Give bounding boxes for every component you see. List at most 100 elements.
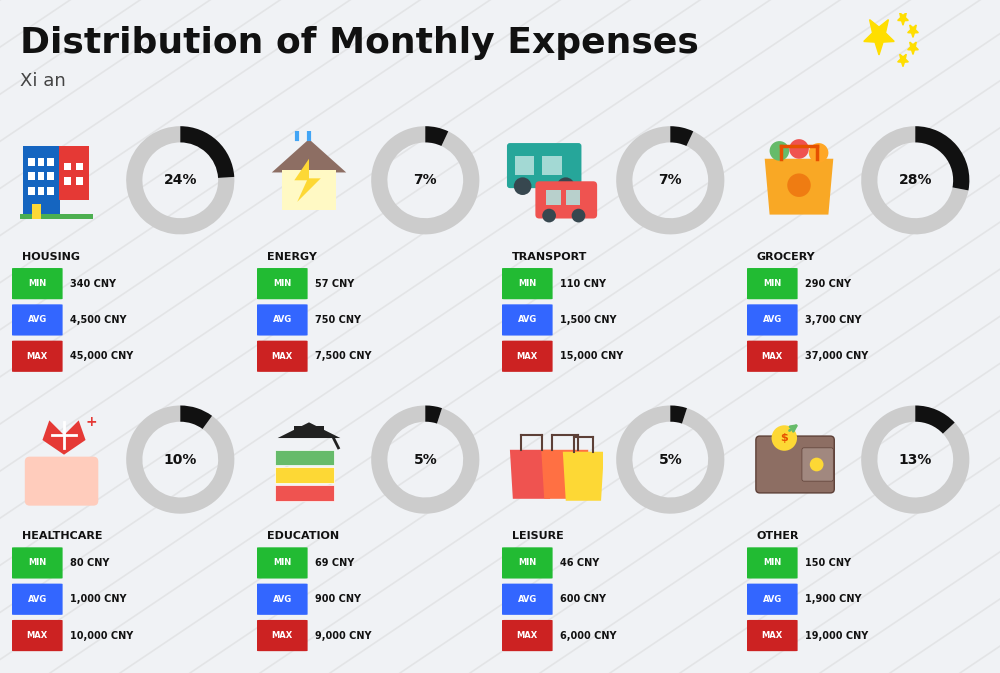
- Text: HOUSING: HOUSING: [22, 252, 80, 262]
- FancyBboxPatch shape: [502, 547, 553, 579]
- Text: MIN: MIN: [273, 279, 291, 288]
- FancyBboxPatch shape: [47, 157, 54, 166]
- FancyBboxPatch shape: [12, 341, 63, 372]
- Text: MIN: MIN: [28, 559, 46, 567]
- Wedge shape: [371, 127, 479, 234]
- Text: 57 CNY: 57 CNY: [315, 279, 354, 289]
- Circle shape: [772, 425, 797, 451]
- FancyBboxPatch shape: [535, 181, 597, 219]
- FancyBboxPatch shape: [257, 268, 308, 299]
- FancyBboxPatch shape: [502, 341, 553, 372]
- Polygon shape: [541, 450, 588, 499]
- Text: Distribution of Monthly Expenses: Distribution of Monthly Expenses: [20, 26, 699, 60]
- FancyBboxPatch shape: [502, 583, 553, 615]
- FancyBboxPatch shape: [28, 172, 35, 180]
- Text: MAX: MAX: [272, 352, 293, 361]
- Text: 150 CNY: 150 CNY: [805, 558, 851, 568]
- Text: 600 CNY: 600 CNY: [560, 594, 606, 604]
- Text: LEISURE: LEISURE: [512, 532, 563, 541]
- FancyBboxPatch shape: [38, 172, 44, 180]
- Polygon shape: [765, 159, 833, 215]
- Polygon shape: [272, 139, 346, 172]
- FancyBboxPatch shape: [23, 146, 60, 215]
- FancyBboxPatch shape: [257, 304, 308, 336]
- Circle shape: [514, 178, 531, 195]
- Wedge shape: [126, 127, 234, 234]
- Text: MIN: MIN: [518, 559, 536, 567]
- Wedge shape: [425, 406, 442, 423]
- FancyBboxPatch shape: [64, 163, 71, 170]
- Wedge shape: [180, 127, 234, 178]
- Wedge shape: [616, 127, 724, 234]
- Wedge shape: [915, 406, 955, 433]
- FancyBboxPatch shape: [507, 143, 581, 188]
- FancyBboxPatch shape: [38, 187, 44, 195]
- Circle shape: [542, 209, 556, 223]
- FancyBboxPatch shape: [76, 178, 83, 185]
- FancyBboxPatch shape: [64, 178, 71, 185]
- Text: 5%: 5%: [413, 452, 437, 466]
- Text: AVG: AVG: [518, 316, 537, 324]
- FancyBboxPatch shape: [12, 583, 63, 615]
- Polygon shape: [898, 13, 908, 25]
- FancyBboxPatch shape: [747, 583, 798, 615]
- Text: TRANSPORT: TRANSPORT: [512, 252, 587, 262]
- FancyBboxPatch shape: [38, 157, 44, 166]
- FancyBboxPatch shape: [756, 436, 834, 493]
- Polygon shape: [294, 159, 321, 202]
- FancyBboxPatch shape: [275, 485, 334, 501]
- Text: 4,500 CNY: 4,500 CNY: [70, 315, 126, 325]
- Polygon shape: [563, 452, 604, 501]
- Text: MIN: MIN: [28, 279, 46, 288]
- Text: 3,700 CNY: 3,700 CNY: [805, 315, 861, 325]
- Text: HEALTHCARE: HEALTHCARE: [22, 532, 102, 541]
- Text: $: $: [780, 433, 788, 443]
- Text: 7%: 7%: [413, 173, 437, 187]
- Polygon shape: [278, 423, 340, 438]
- Text: 1,000 CNY: 1,000 CNY: [70, 594, 126, 604]
- Text: 46 CNY: 46 CNY: [560, 558, 599, 568]
- Text: AVG: AVG: [28, 316, 47, 324]
- Text: AVG: AVG: [273, 595, 292, 604]
- FancyBboxPatch shape: [257, 547, 308, 579]
- Wedge shape: [861, 406, 969, 513]
- Text: 1,900 CNY: 1,900 CNY: [805, 594, 861, 604]
- Wedge shape: [616, 406, 724, 513]
- Text: MAX: MAX: [27, 352, 48, 361]
- Text: 290 CNY: 290 CNY: [805, 279, 851, 289]
- Text: MAX: MAX: [762, 631, 783, 640]
- Text: MAX: MAX: [517, 631, 538, 640]
- FancyBboxPatch shape: [546, 190, 561, 205]
- FancyBboxPatch shape: [12, 547, 63, 579]
- Text: 80 CNY: 80 CNY: [70, 558, 109, 568]
- Wedge shape: [425, 127, 448, 146]
- Text: MAX: MAX: [27, 631, 48, 640]
- FancyBboxPatch shape: [542, 155, 562, 176]
- Circle shape: [809, 143, 828, 163]
- FancyBboxPatch shape: [747, 620, 798, 651]
- Wedge shape: [670, 406, 687, 423]
- FancyBboxPatch shape: [502, 304, 553, 336]
- Text: ENERGY: ENERGY: [267, 252, 317, 262]
- Text: MAX: MAX: [272, 631, 293, 640]
- Polygon shape: [864, 20, 894, 55]
- Text: MAX: MAX: [762, 352, 783, 361]
- Wedge shape: [670, 127, 693, 146]
- FancyBboxPatch shape: [32, 204, 41, 219]
- Text: 900 CNY: 900 CNY: [315, 594, 361, 604]
- FancyBboxPatch shape: [59, 146, 88, 200]
- Polygon shape: [898, 55, 908, 67]
- Text: 37,000 CNY: 37,000 CNY: [805, 351, 868, 361]
- Wedge shape: [915, 127, 969, 190]
- Text: AVG: AVG: [763, 595, 782, 604]
- FancyBboxPatch shape: [20, 213, 93, 219]
- Wedge shape: [371, 406, 479, 513]
- Wedge shape: [180, 406, 212, 429]
- Text: 6,000 CNY: 6,000 CNY: [560, 631, 616, 641]
- FancyBboxPatch shape: [502, 268, 553, 299]
- FancyBboxPatch shape: [275, 450, 334, 466]
- Text: 7%: 7%: [658, 173, 682, 187]
- FancyBboxPatch shape: [12, 620, 63, 651]
- Text: 10%: 10%: [164, 452, 197, 466]
- Circle shape: [810, 458, 824, 471]
